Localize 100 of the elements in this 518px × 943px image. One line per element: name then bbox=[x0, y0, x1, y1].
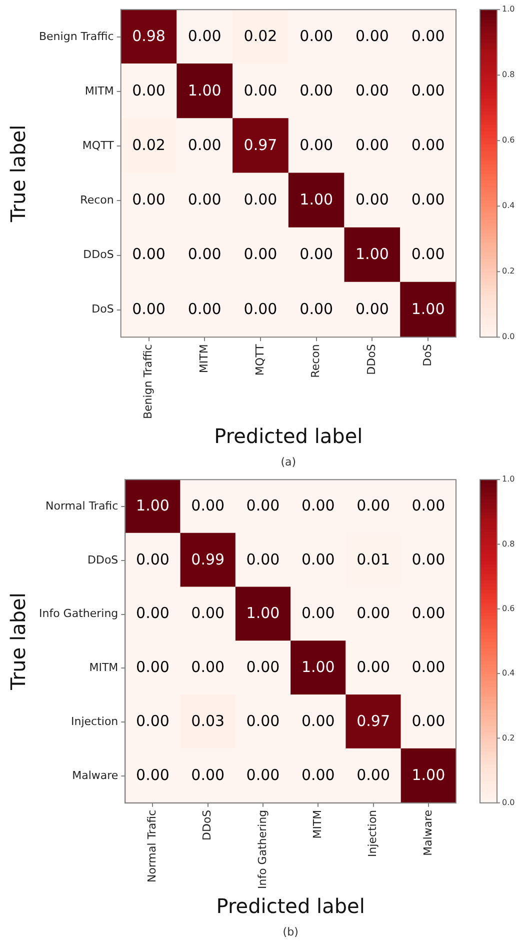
data-label: 0.00 bbox=[412, 658, 446, 676]
text: (b) bbox=[282, 925, 298, 938]
x-tick-label: MQTT bbox=[253, 344, 266, 376]
data-label: 0.99 bbox=[191, 550, 225, 568]
data-label: 0.00 bbox=[356, 496, 390, 514]
data-label: 0.00 bbox=[191, 604, 225, 622]
data-label: 0.00 bbox=[246, 766, 280, 784]
data-label: 0.00 bbox=[188, 136, 222, 154]
data-label: 0.00 bbox=[300, 245, 334, 264]
data-label: 0.00 bbox=[246, 550, 280, 568]
data-label: 0.00 bbox=[191, 766, 225, 784]
data-label: 1.00 bbox=[300, 190, 334, 209]
data-label: 0.98 bbox=[132, 26, 166, 45]
data-label: 0.00 bbox=[246, 712, 280, 730]
data-label: 1.00 bbox=[356, 245, 389, 264]
y-tick-label: Benign Traffic bbox=[38, 30, 114, 43]
data-label: 0.00 bbox=[246, 496, 280, 514]
y-tick-label: Injection bbox=[70, 714, 118, 728]
data-label: 0.97 bbox=[356, 712, 390, 730]
x-tick-label: Recon bbox=[309, 344, 322, 378]
data-label: 0.00 bbox=[188, 190, 222, 209]
data-label: 0.00 bbox=[356, 604, 390, 622]
data-label: 0.00 bbox=[301, 550, 335, 568]
data-label: 1.00 bbox=[301, 658, 335, 676]
data-label: 0.00 bbox=[132, 190, 166, 209]
data-label: 0.00 bbox=[411, 245, 445, 264]
color-bar-label: 0.4 bbox=[502, 668, 515, 678]
data-label: 0.00 bbox=[300, 300, 334, 318]
data-label: 0.00 bbox=[412, 496, 446, 514]
color-bar-label: 0.2 bbox=[502, 733, 515, 742]
data-label: 0.00 bbox=[412, 550, 446, 568]
data-label: 0.00 bbox=[188, 26, 222, 45]
x-tick-label: Malware bbox=[421, 810, 434, 856]
x-tick-label: Injection bbox=[366, 810, 380, 858]
color-bar-label: 0.2 bbox=[502, 266, 515, 276]
data-label: 0.00 bbox=[356, 26, 389, 45]
color-bar-label: 0.6 bbox=[502, 604, 515, 613]
data-label: 0.00 bbox=[244, 245, 278, 264]
data-label: 0.00 bbox=[301, 766, 335, 784]
data-label: 0.00 bbox=[300, 26, 334, 45]
data-label: 0.00 bbox=[244, 81, 278, 100]
data-label: 0.00 bbox=[136, 550, 170, 568]
data-label: 0.00 bbox=[300, 81, 334, 100]
data-label: 0.00 bbox=[188, 300, 222, 318]
data-label: 0.03 bbox=[191, 712, 225, 730]
data-label: 0.00 bbox=[412, 604, 446, 622]
x-tick-label: DDoS bbox=[200, 810, 214, 840]
data-label: 1.00 bbox=[411, 300, 445, 318]
data-label: 0.00 bbox=[300, 136, 334, 154]
data-label: 0.00 bbox=[244, 190, 278, 209]
x-tick-label: MITM bbox=[197, 344, 210, 374]
y-tick-label: DoS bbox=[92, 302, 114, 316]
color-bar-label: 1.0 bbox=[502, 4, 515, 14]
color-bar-label: 0.6 bbox=[502, 136, 515, 145]
color-bar-label: 0.0 bbox=[502, 798, 515, 807]
data-label: 0.01 bbox=[356, 550, 390, 568]
data-label: 0.00 bbox=[411, 81, 445, 100]
data-label: 1.00 bbox=[412, 766, 446, 784]
y-tick-label: Malware bbox=[72, 768, 118, 782]
color-bar-label: 1.0 bbox=[502, 474, 515, 484]
y-tick-label: MITM bbox=[84, 84, 114, 98]
data-label: 0.00 bbox=[301, 712, 335, 730]
data-label: 0.00 bbox=[356, 81, 389, 100]
y-tick-label: Recon bbox=[80, 194, 114, 207]
data-label: 0.00 bbox=[356, 136, 389, 154]
y-tick-label: Normal Trafic bbox=[46, 499, 118, 512]
x-tick-label: DoS bbox=[420, 344, 434, 366]
data-label: 0.00 bbox=[136, 658, 170, 676]
data-label: 0.00 bbox=[356, 190, 389, 209]
x-tick-label: Info Gathering bbox=[256, 810, 269, 890]
data-label: 1.00 bbox=[188, 81, 222, 100]
x-tick-label: DDoS bbox=[365, 344, 378, 375]
data-label: 0.00 bbox=[132, 300, 166, 318]
data-label: 0.00 bbox=[132, 81, 166, 100]
y-tick-label: DDoS bbox=[88, 553, 118, 566]
x-tick-label: MITM bbox=[311, 810, 324, 839]
y-tick-label: DDoS bbox=[83, 248, 114, 262]
y-tick-label: MQTT bbox=[82, 138, 114, 152]
y-axis-title: True label bbox=[6, 592, 30, 691]
data-label: 0.00 bbox=[356, 658, 390, 676]
data-label: 0.00 bbox=[411, 26, 445, 45]
data-label: 0.00 bbox=[188, 245, 222, 264]
data-label: 0.00 bbox=[356, 766, 390, 784]
data-label: 0.00 bbox=[132, 245, 166, 264]
color-bar-label: 0.8 bbox=[502, 539, 515, 548]
data-label: 0.00 bbox=[412, 712, 446, 730]
color-bar-label: 0.8 bbox=[502, 70, 515, 80]
data-label: 1.00 bbox=[246, 604, 280, 622]
x-axis-title: Predicted label bbox=[216, 894, 365, 918]
data-label: 0.00 bbox=[356, 300, 389, 318]
data-label: 0.00 bbox=[136, 604, 170, 622]
y-axis-title: True label bbox=[6, 124, 30, 223]
data-label: 0.00 bbox=[411, 190, 445, 209]
color-bar-label: 0.0 bbox=[502, 332, 515, 342]
data-label: 0.02 bbox=[132, 136, 166, 154]
data-label: 0.00 bbox=[191, 496, 225, 514]
data-label: 0.00 bbox=[411, 136, 445, 154]
data-label: 0.00 bbox=[246, 658, 280, 676]
data-label: 0.00 bbox=[136, 712, 170, 730]
y-tick-label: MITM bbox=[89, 661, 118, 674]
